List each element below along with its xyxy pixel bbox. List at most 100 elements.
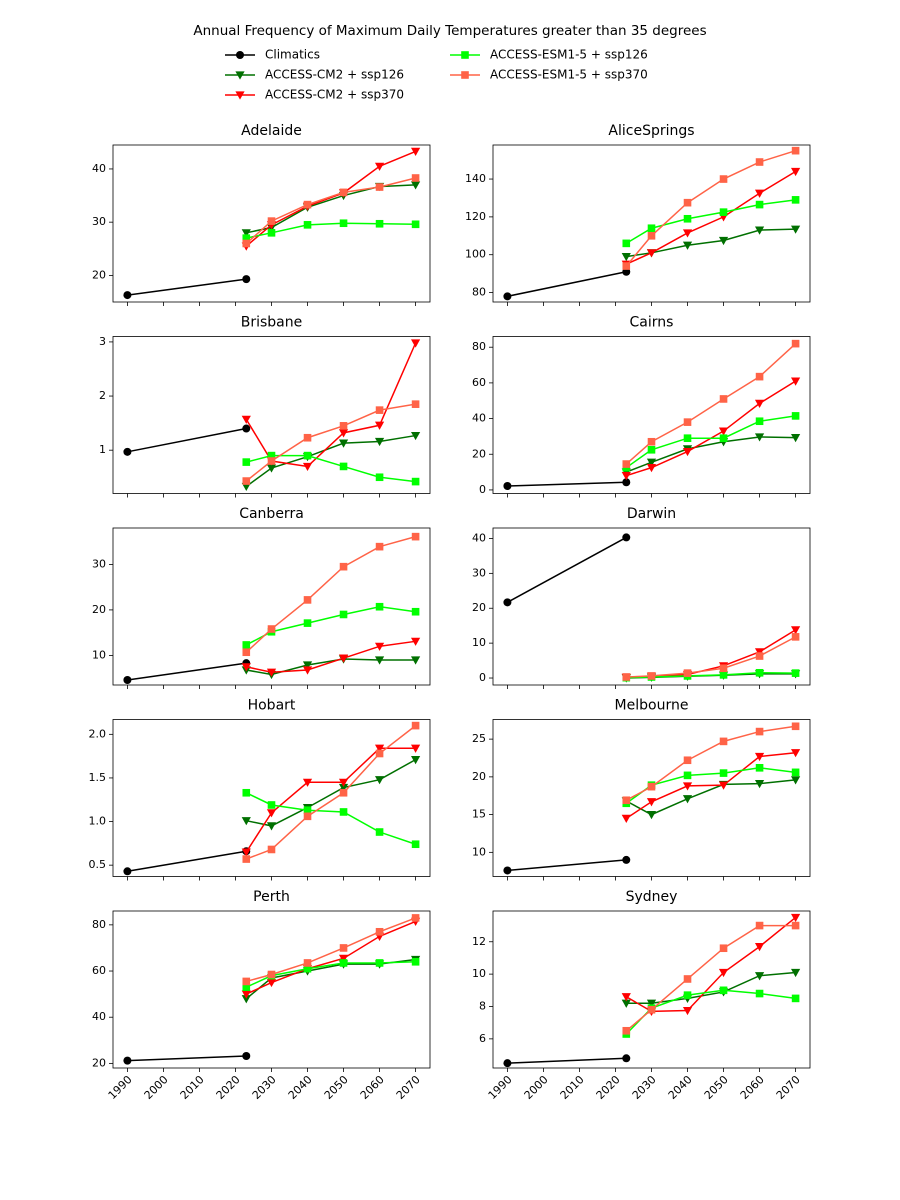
series-line xyxy=(127,427,247,453)
series-line xyxy=(507,1057,627,1064)
data-point xyxy=(266,822,277,831)
data-point xyxy=(683,975,692,983)
data-point xyxy=(242,641,251,649)
data-point xyxy=(123,447,132,456)
data-point xyxy=(410,656,421,665)
data-point xyxy=(411,532,420,541)
series-line xyxy=(625,751,796,820)
data-point xyxy=(374,656,385,665)
data-point xyxy=(410,637,421,646)
series-line xyxy=(127,278,247,296)
series-line xyxy=(245,150,416,247)
data-point xyxy=(242,239,251,248)
data-point xyxy=(683,214,692,223)
data-point xyxy=(682,795,693,804)
data-point xyxy=(267,970,276,979)
series-line xyxy=(625,415,796,469)
data-point xyxy=(375,959,384,967)
data-point xyxy=(719,208,728,216)
data-point xyxy=(683,198,692,207)
data-point xyxy=(267,229,276,237)
data-point xyxy=(646,464,657,473)
data-point xyxy=(682,241,693,250)
data-point xyxy=(339,462,348,471)
plot-frame xyxy=(112,144,431,303)
y-tick-label: 30 xyxy=(92,557,106,570)
data-point xyxy=(375,542,384,551)
data-point xyxy=(242,855,251,863)
series-line xyxy=(626,971,796,1005)
data-point xyxy=(791,412,800,420)
data-point xyxy=(790,167,801,177)
data-point xyxy=(339,944,348,952)
data-point xyxy=(718,781,729,790)
data-point xyxy=(241,229,251,238)
data-point xyxy=(719,395,728,403)
series-line xyxy=(625,199,796,245)
data-point xyxy=(339,959,348,967)
data-point xyxy=(241,482,251,492)
data-point xyxy=(338,439,349,448)
data-point xyxy=(503,1059,512,1068)
y-tick-label: 15 xyxy=(472,808,486,821)
subplot-title: Brisbane xyxy=(241,315,303,331)
y-tick-label: 20 xyxy=(92,268,106,281)
series-line xyxy=(625,343,797,465)
y-tick-label: 20 xyxy=(92,603,106,616)
data-point xyxy=(303,812,312,821)
data-point xyxy=(411,174,420,182)
legend-marker xyxy=(235,71,245,80)
data-point xyxy=(755,727,764,736)
y-tick-label: 20 xyxy=(92,1056,106,1069)
data-point xyxy=(242,1051,251,1060)
plot-frame xyxy=(492,719,811,877)
y-tick-label: 20 xyxy=(472,447,486,460)
data-point xyxy=(755,200,764,209)
data-point xyxy=(410,744,421,753)
data-point xyxy=(242,234,251,242)
plot-frame xyxy=(492,910,811,1069)
data-point xyxy=(622,1054,631,1063)
y-tick-label: 10 xyxy=(472,636,486,649)
data-point xyxy=(302,666,313,675)
data-point xyxy=(622,239,631,248)
data-point xyxy=(267,451,276,460)
data-point xyxy=(682,447,693,457)
data-point xyxy=(411,607,420,616)
figure-title: Annual Frequency of Maximum Daily Temper… xyxy=(193,23,706,39)
data-point xyxy=(266,668,277,677)
data-point xyxy=(790,749,801,758)
data-point xyxy=(241,995,251,1004)
data-point xyxy=(303,451,312,460)
series-line xyxy=(127,1055,247,1062)
data-point xyxy=(647,672,656,680)
subplot-title: Hobart xyxy=(248,698,296,714)
data-point xyxy=(303,596,312,604)
series-line xyxy=(245,961,416,988)
data-point xyxy=(621,472,631,481)
data-point xyxy=(791,994,800,1003)
legend-marker xyxy=(461,71,469,79)
data-point xyxy=(411,721,420,730)
data-point xyxy=(123,675,132,684)
data-point xyxy=(375,406,384,414)
data-point xyxy=(267,845,276,854)
y-tick-label: 40 xyxy=(472,412,486,425)
y-tick-label: 12 xyxy=(472,935,486,948)
data-point xyxy=(241,848,251,857)
data-point xyxy=(241,990,251,999)
y-tick-label: 0 xyxy=(479,671,486,684)
series-line xyxy=(245,920,416,995)
y-tick-label: 60 xyxy=(92,964,106,977)
series-line xyxy=(246,222,416,239)
y-tick-label: 80 xyxy=(472,340,486,353)
series-line xyxy=(625,924,796,1032)
y-tick-label: 20 xyxy=(472,770,486,783)
data-point xyxy=(754,433,765,442)
y-tick-label: 25 xyxy=(472,732,486,745)
legend-marker xyxy=(461,51,469,59)
data-point xyxy=(755,921,764,930)
y-tick-label: 3 xyxy=(99,335,106,348)
data-point xyxy=(375,927,384,936)
data-point xyxy=(374,162,385,171)
